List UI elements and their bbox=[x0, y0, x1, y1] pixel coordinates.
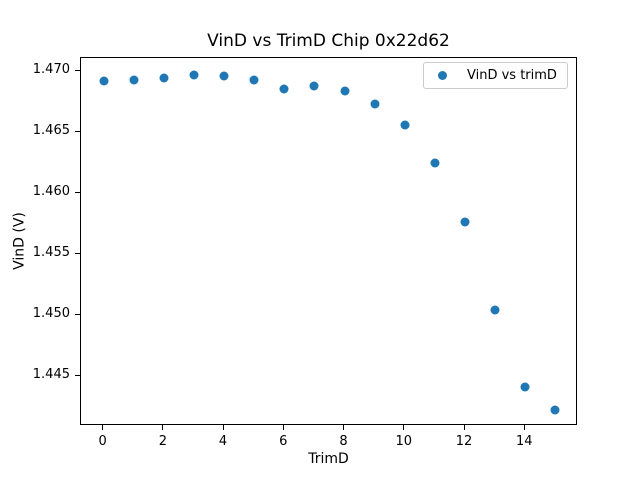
y-axis-tick-label: 1.465 bbox=[32, 123, 70, 139]
legend-marker-icon bbox=[438, 71, 447, 80]
scatter-point bbox=[490, 305, 500, 315]
y-axis-tick bbox=[75, 252, 80, 254]
x-axis-tick-label: 2 bbox=[158, 434, 167, 449]
legend: VinD vs trimD bbox=[423, 62, 568, 89]
x-axis-tick-label: 14 bbox=[516, 434, 533, 449]
y-axis-tick bbox=[75, 313, 80, 315]
x-axis-tick-label: 6 bbox=[279, 434, 288, 449]
x-axis-tick bbox=[102, 425, 104, 430]
x-axis-tick-label: 4 bbox=[218, 434, 228, 449]
legend-label: VinD vs trimD bbox=[467, 67, 557, 83]
scatter-point bbox=[370, 99, 380, 109]
scatter-point bbox=[159, 73, 169, 83]
y-axis-tick bbox=[75, 374, 80, 376]
scatter-point bbox=[520, 382, 530, 392]
x-axis-tick bbox=[282, 425, 284, 430]
scatter-point bbox=[249, 75, 259, 85]
y-axis-tick-label: 1.460 bbox=[32, 184, 70, 200]
x-axis-tick bbox=[463, 425, 465, 430]
plot-area bbox=[80, 57, 577, 425]
x-axis-tick bbox=[162, 425, 164, 430]
scatter-point bbox=[340, 86, 350, 96]
scatter-point bbox=[550, 405, 560, 415]
scatter-point bbox=[430, 158, 440, 168]
x-axis-label: TrimD bbox=[308, 451, 349, 467]
y-axis-tick bbox=[75, 191, 80, 193]
scatter-point bbox=[279, 84, 289, 94]
y-axis-tick bbox=[75, 130, 80, 132]
scatter-point bbox=[219, 71, 229, 81]
x-axis-tick-label: 0 bbox=[98, 434, 107, 449]
scatter-point bbox=[189, 70, 199, 80]
scatter-point bbox=[99, 76, 109, 86]
x-axis-tick-label: 8 bbox=[339, 434, 348, 449]
y-axis-label: VinD (V) bbox=[11, 212, 28, 270]
y-axis-tick-label: 1.455 bbox=[32, 245, 70, 261]
y-axis-tick-label: 1.450 bbox=[32, 306, 70, 322]
x-axis-tick bbox=[523, 425, 525, 430]
y-axis-tick-label: 1.470 bbox=[32, 62, 70, 78]
scatter-point bbox=[309, 81, 319, 91]
x-axis-tick-label: 10 bbox=[395, 434, 413, 449]
x-axis-tick bbox=[222, 425, 224, 430]
y-axis-tick bbox=[75, 69, 80, 71]
scatter-point bbox=[400, 120, 410, 130]
chart-title: VinD vs TrimD Chip 0x22d62 bbox=[207, 31, 450, 51]
scatter-point bbox=[129, 75, 139, 85]
scatter-point bbox=[460, 217, 470, 227]
x-axis-tick bbox=[403, 425, 405, 430]
x-axis-tick-label: 12 bbox=[455, 434, 473, 449]
y-axis-tick-label: 1.445 bbox=[32, 367, 70, 383]
x-axis-tick bbox=[343, 425, 345, 430]
